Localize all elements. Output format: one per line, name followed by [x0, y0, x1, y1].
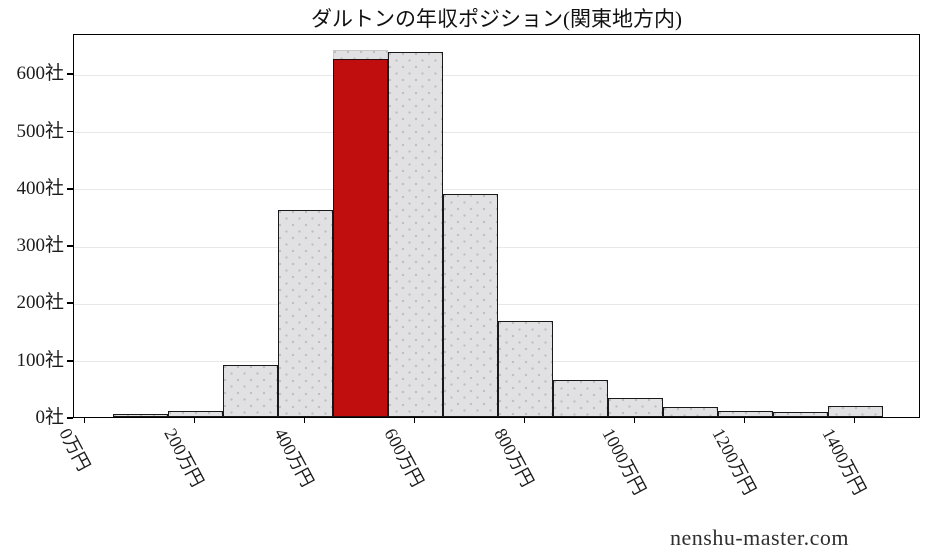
y-tick-label: 0社 — [35, 407, 64, 428]
x-tick-label: 1400万円 — [818, 425, 870, 498]
watermark: nenshu-master.com — [670, 525, 849, 550]
x-tick-mark — [413, 418, 416, 423]
histogram-bar — [113, 414, 168, 417]
histogram-bar — [828, 406, 883, 417]
y-tick-label: 600社 — [16, 63, 64, 85]
histogram-bar — [718, 411, 773, 417]
x-tick-label: 800万円 — [490, 425, 538, 491]
histogram-bar — [773, 412, 828, 417]
x-tick-mark — [853, 418, 856, 423]
x-tick-label: 1200万円 — [708, 425, 760, 498]
x-tick-label: 0万円 — [54, 425, 94, 475]
gridline — [74, 189, 919, 191]
x-tick-mark — [523, 418, 526, 423]
x-tick-label: 600万円 — [380, 425, 428, 491]
histogram-bar — [168, 410, 223, 417]
histogram-bar — [498, 320, 553, 417]
histogram-bar — [388, 52, 443, 417]
x-tick-label: 400万円 — [270, 425, 318, 491]
y-tick-mark — [67, 130, 73, 133]
chart-title: ダルトンの年収ポジション(関東地方内) — [311, 7, 682, 31]
y-tick-mark — [67, 359, 73, 362]
gridline — [74, 74, 919, 76]
y-tick-mark — [67, 302, 73, 305]
x-tick-mark — [83, 418, 86, 423]
y-tick-label: 400社 — [16, 177, 64, 199]
x-tick-mark — [303, 418, 306, 423]
x-tick-mark — [633, 418, 636, 423]
y-tick-mark — [67, 187, 73, 190]
y-tick-mark — [67, 245, 73, 247]
x-tick-mark — [743, 418, 746, 423]
x-tick-mark — [193, 418, 196, 423]
gridline — [74, 132, 919, 134]
y-tick-mark — [67, 73, 73, 76]
x-tick-label: 200万円 — [160, 425, 208, 491]
histogram-bar — [443, 194, 498, 417]
histogram-bar — [223, 365, 278, 417]
y-tick-mark — [67, 417, 73, 419]
histogram-bar — [608, 398, 663, 417]
highlight-bar — [333, 59, 388, 417]
y-tick-label: 500社 — [16, 120, 64, 142]
y-tick-label: 200社 — [16, 292, 64, 314]
y-tick-label: 300社 — [16, 235, 64, 257]
histogram-bar — [278, 209, 333, 417]
plot-area — [73, 34, 920, 418]
x-tick-label: 1000万円 — [598, 425, 650, 498]
y-tick-label: 100社 — [16, 349, 64, 371]
histogram-bar — [553, 380, 608, 417]
histogram-bar — [663, 407, 718, 417]
